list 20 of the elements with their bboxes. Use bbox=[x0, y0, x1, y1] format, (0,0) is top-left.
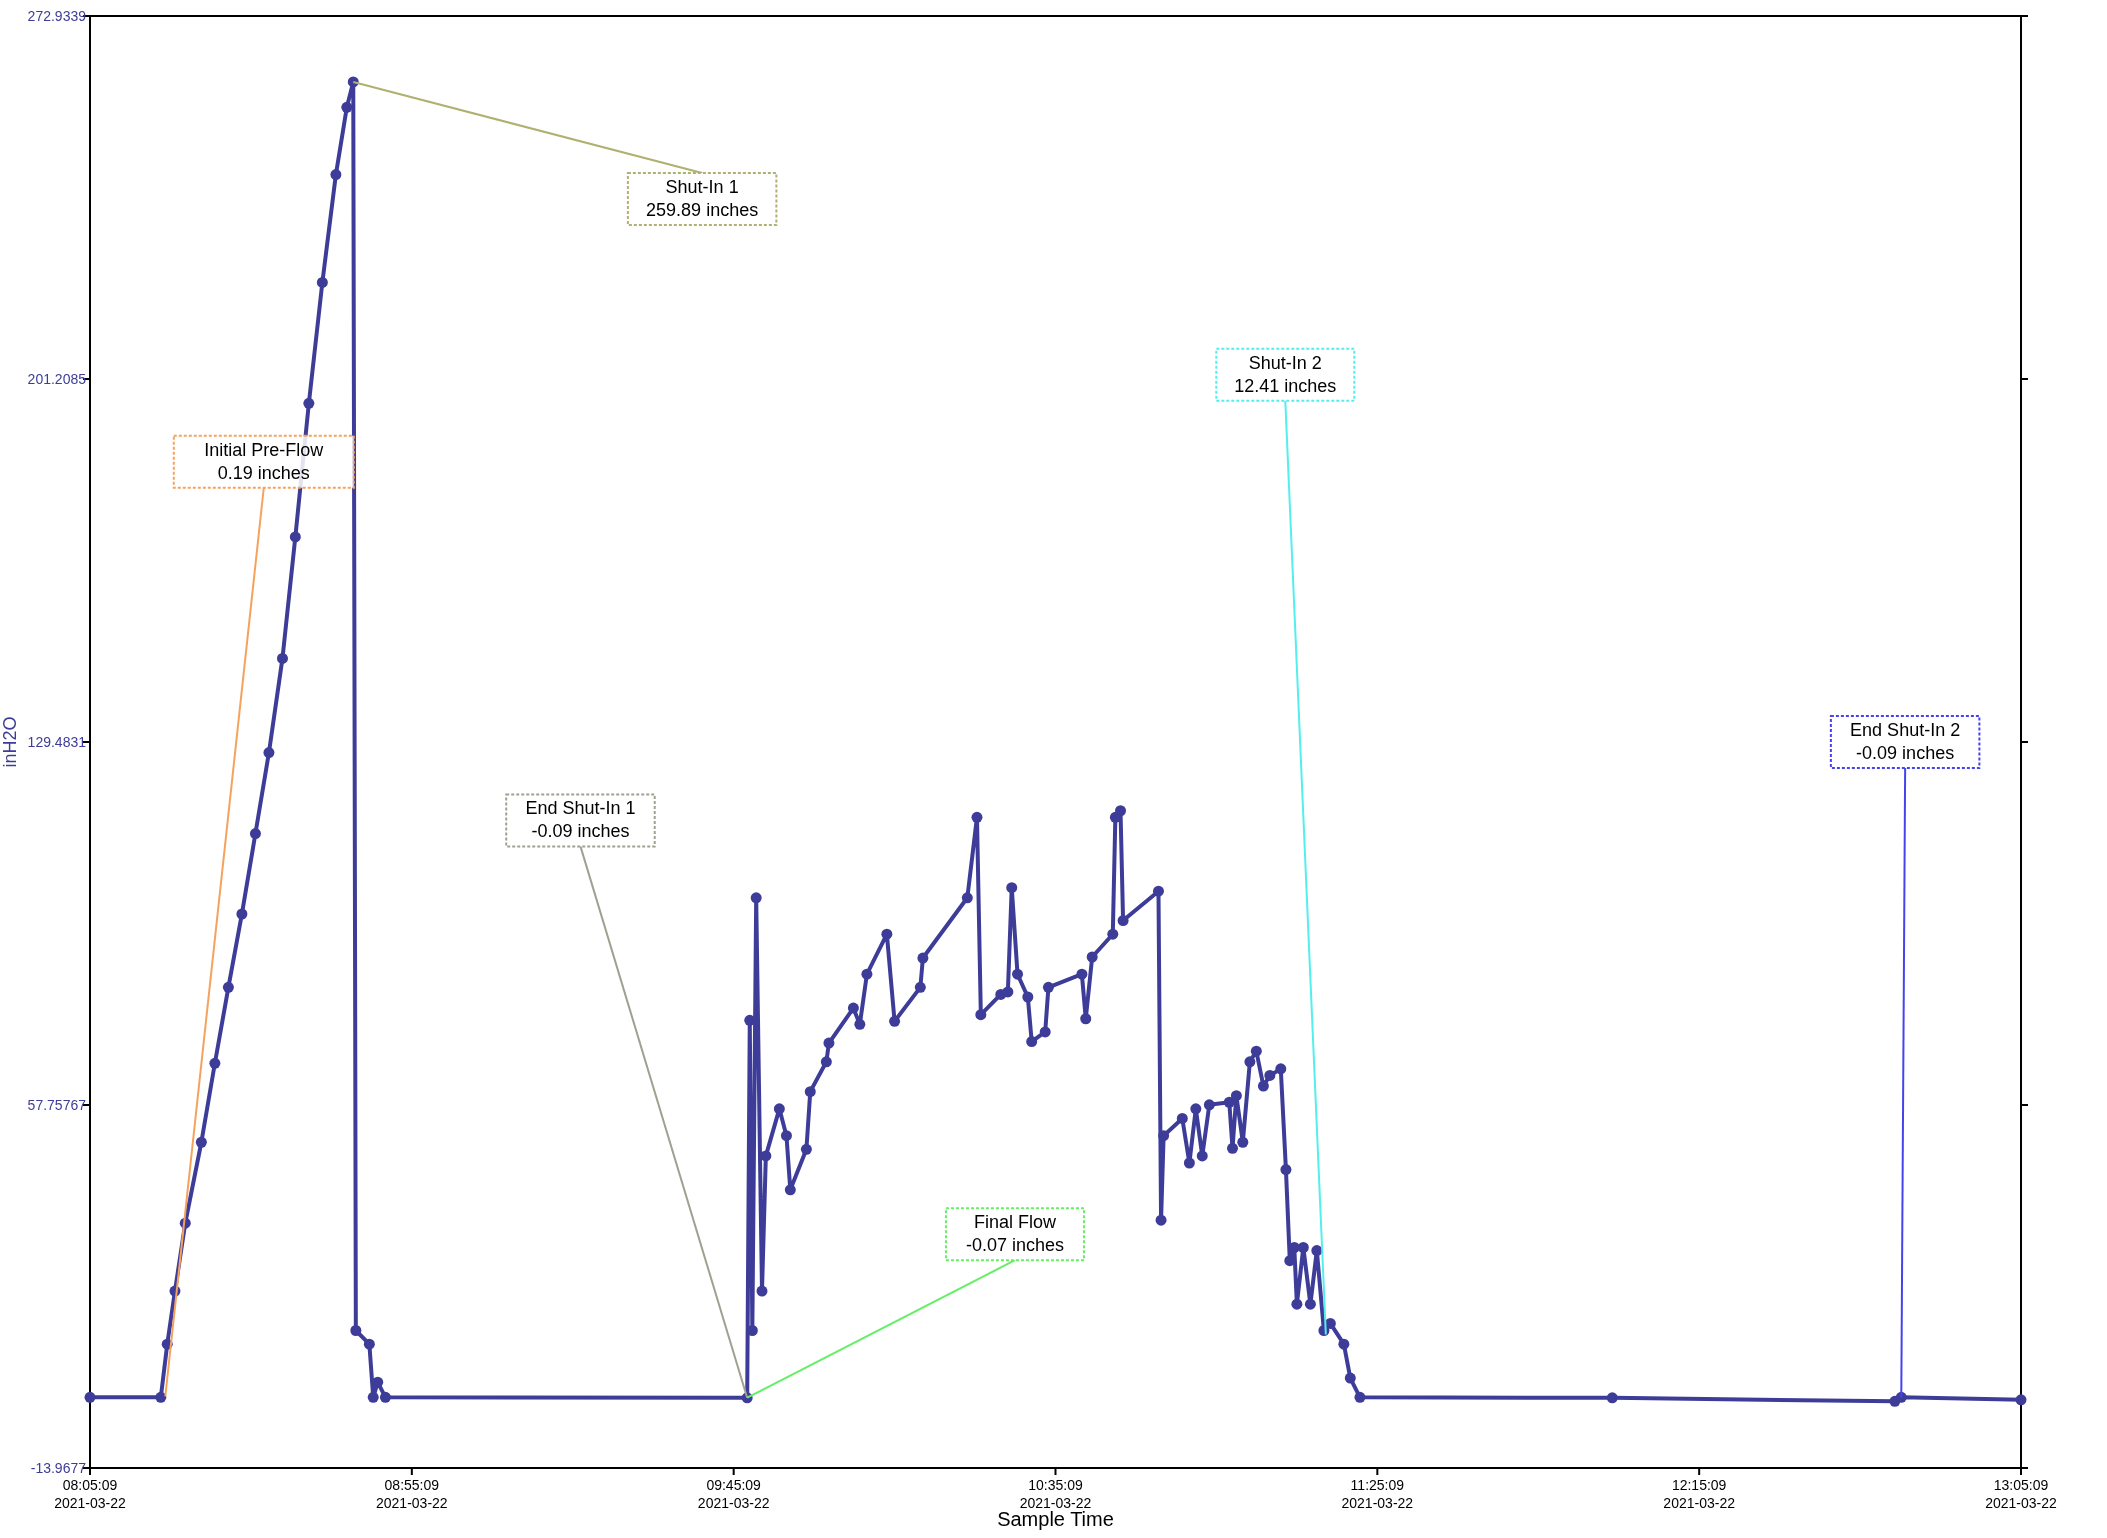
x-tick-label: 12:15:09 2021-03-22 bbox=[1663, 1477, 1736, 1511]
x-tick-label: 08:05:09 2021-03-22 bbox=[54, 1477, 127, 1511]
y-tick-label: 57.75767 bbox=[27, 1096, 87, 1113]
y-tick-label: 201.2085 bbox=[27, 370, 87, 387]
annotation: End Shut-In 2 -0.09 inches bbox=[1850, 720, 1961, 763]
y-axis-title: inH2O bbox=[0, 716, 20, 768]
y-tick-label: 129.4831 bbox=[27, 733, 87, 750]
annotation: Initial Pre-Flow 0.19 inches bbox=[204, 439, 325, 483]
y-tick-label: 272.9339 bbox=[27, 7, 87, 24]
annotation: Final Flow -0.07 inches bbox=[965, 1212, 1064, 1256]
x-tick-label: 13:05:09 2021-03-22 bbox=[1985, 1477, 2058, 1511]
x-tick-label: 11:25:09 2021-03-22 bbox=[1341, 1477, 1414, 1511]
x-axis-title: Sample Time bbox=[997, 1508, 1114, 1530]
x-tick-label: 10:35:09 2021-03-22 bbox=[1019, 1477, 1092, 1511]
annotation: Shut-In 2 12.41 inches bbox=[1234, 352, 1337, 396]
x-tick-label: 09:45:09 2021-03-22 bbox=[697, 1477, 770, 1511]
x-tick-label: 08:55:09 2021-03-22 bbox=[376, 1477, 448, 1511]
annotation: Shut-In 1 259.89 inches bbox=[646, 176, 759, 220]
annotation: End Shut-In 1 -0.09 inches bbox=[525, 798, 636, 842]
y-tick-label: -13.9677 bbox=[30, 1459, 87, 1476]
